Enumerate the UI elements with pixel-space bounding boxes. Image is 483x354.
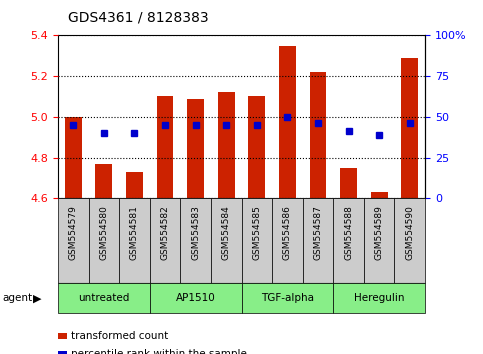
Text: TGF-alpha: TGF-alpha — [261, 293, 314, 303]
Text: GSM554589: GSM554589 — [375, 205, 384, 260]
Text: agent: agent — [2, 293, 32, 303]
Bar — [340, 168, 357, 198]
Bar — [303, 198, 333, 283]
Text: ▶: ▶ — [33, 293, 42, 303]
Text: GSM554583: GSM554583 — [191, 205, 200, 260]
Bar — [187, 98, 204, 198]
Text: GSM554590: GSM554590 — [405, 205, 414, 260]
Bar — [65, 117, 82, 198]
Bar — [150, 283, 242, 313]
Bar — [96, 164, 112, 198]
Text: Heregulin: Heregulin — [354, 293, 404, 303]
Bar — [364, 198, 395, 283]
Text: GSM554584: GSM554584 — [222, 205, 231, 260]
Text: transformed count: transformed count — [71, 331, 169, 341]
Bar — [218, 92, 235, 198]
Bar — [58, 283, 150, 313]
Text: GSM554582: GSM554582 — [160, 205, 170, 260]
Bar — [401, 58, 418, 198]
Bar — [180, 198, 211, 283]
Text: untreated: untreated — [78, 293, 129, 303]
Bar — [88, 198, 119, 283]
Text: GDS4361 / 8128383: GDS4361 / 8128383 — [68, 11, 208, 25]
Bar — [272, 198, 303, 283]
Bar — [119, 198, 150, 283]
Bar — [248, 97, 265, 198]
Text: percentile rank within the sample: percentile rank within the sample — [71, 349, 247, 354]
Bar — [310, 72, 327, 198]
Text: GSM554585: GSM554585 — [252, 205, 261, 260]
Bar — [156, 97, 173, 198]
Bar — [333, 283, 425, 313]
Text: GSM554579: GSM554579 — [69, 205, 78, 260]
Bar — [333, 198, 364, 283]
Bar — [58, 198, 88, 283]
Text: GSM554586: GSM554586 — [283, 205, 292, 260]
Text: GSM554588: GSM554588 — [344, 205, 353, 260]
Text: AP1510: AP1510 — [176, 293, 215, 303]
Bar — [150, 198, 180, 283]
Bar — [242, 283, 333, 313]
Bar — [126, 172, 143, 198]
Text: GSM554587: GSM554587 — [313, 205, 323, 260]
Bar — [279, 46, 296, 198]
Text: GSM554580: GSM554580 — [99, 205, 108, 260]
Bar — [242, 198, 272, 283]
Bar — [395, 198, 425, 283]
Bar — [211, 198, 242, 283]
Text: GSM554581: GSM554581 — [130, 205, 139, 260]
Bar — [371, 192, 387, 198]
